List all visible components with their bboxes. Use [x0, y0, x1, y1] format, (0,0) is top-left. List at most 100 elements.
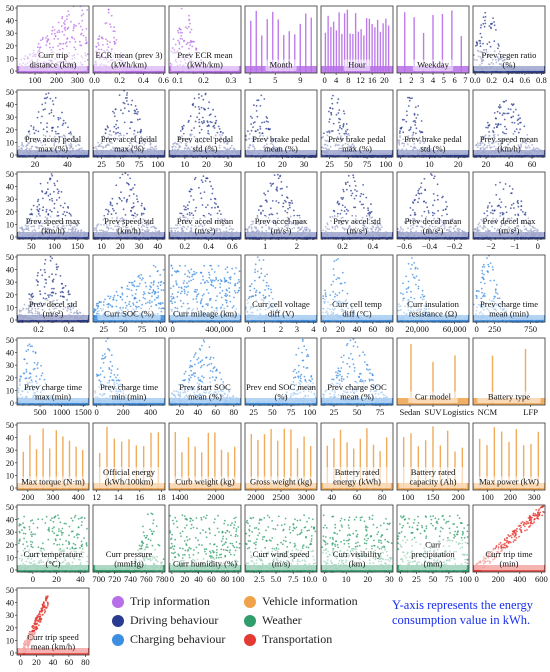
subplot-1-point — [53, 37, 56, 40]
subplot-12-point — [330, 97, 333, 100]
subplot-13-point — [408, 129, 411, 132]
subplot-13-point — [402, 131, 405, 134]
subplot-1-point — [58, 42, 61, 45]
subplot-13-xtick-label: 20 — [454, 159, 463, 169]
subplot-17-point — [220, 213, 222, 216]
subplot-14-label-line: (km/h) — [497, 144, 521, 154]
subplot-1-point — [63, 27, 66, 30]
subplot-15-point — [49, 209, 51, 212]
subplot-9-point — [104, 128, 107, 131]
subplot-14-point — [515, 128, 518, 131]
subplot-10-point — [188, 119, 190, 122]
subplot-8-ytick-label: 20 — [6, 126, 14, 135]
subplot-14-point — [512, 115, 515, 118]
subplot-9-point — [123, 107, 126, 110]
subplot-5-xtick-label: 8 — [346, 75, 350, 85]
subplot-14-point — [487, 126, 489, 129]
subplot-1-point — [61, 15, 64, 18]
subplot-1-point — [80, 33, 82, 36]
subplot-18-point — [281, 187, 283, 190]
subplot-1-point — [82, 34, 85, 37]
subplot-11-point — [247, 130, 249, 133]
subplot-8-point — [57, 118, 60, 121]
subplot-14-xtick-label: 20 — [482, 159, 491, 169]
subplot-1-point — [37, 42, 40, 45]
subplot-7-point — [484, 16, 487, 18]
subplot-1-xtick-label: 300 — [71, 75, 84, 85]
subplot-11-point — [256, 99, 258, 102]
subplot-8-point — [52, 103, 55, 106]
subplot-14-point — [512, 103, 515, 106]
subplot-2-point — [112, 30, 115, 32]
subplot-1-point — [75, 24, 77, 27]
subplot-2-point — [94, 71, 96, 73]
subplot-13-point — [408, 99, 411, 102]
subplot-16-point — [116, 202, 118, 205]
subplot-13-point — [420, 120, 423, 122]
subplot-1-point — [85, 28, 88, 30]
subplot-15-point — [45, 192, 48, 195]
subplot-10-point — [198, 93, 200, 96]
subplot-17-point — [214, 198, 217, 201]
subplot-7-point — [493, 21, 495, 23]
subplot-15-point — [60, 191, 63, 193]
subplot-14-point — [496, 124, 499, 127]
subplot-8-point — [64, 122, 67, 124]
subplot-1-point — [51, 33, 53, 35]
subplot-13-point — [443, 154, 446, 157]
subplot-16-point — [132, 193, 135, 195]
subplot-15-point — [49, 193, 52, 196]
subplot-10-point — [207, 130, 210, 132]
subplot-2-point — [101, 37, 104, 40]
subplot-11-label-line: mean (%) — [264, 144, 298, 154]
subplot-14-point — [499, 123, 502, 126]
subplot-12-point — [330, 113, 333, 116]
subplot-11-point — [261, 121, 263, 124]
subplot-7-point — [476, 41, 478, 44]
subplot-9-point — [131, 155, 133, 157]
subplot-17-point — [211, 206, 213, 209]
subplot-12-point — [346, 128, 349, 131]
subplot-14-point — [513, 130, 516, 133]
subplot-1-point — [86, 59, 89, 61]
subplot-9-xtick-label: 75 — [135, 159, 144, 169]
subplot-13-point — [401, 118, 404, 121]
subplot-9-xtick-label: 25 — [97, 159, 106, 169]
subplot-9-point — [118, 94, 121, 96]
subplot-14-point — [493, 112, 496, 114]
subplot-12-xtick-label: 25 — [325, 159, 334, 169]
subplot-8-point — [46, 130, 48, 133]
subplot-2-xtick-label: 0.6 — [158, 75, 169, 85]
subplot-12-point — [342, 110, 345, 112]
subplot-16-xtick-label: 30 — [135, 241, 144, 251]
subplot-14-point — [503, 112, 506, 115]
subplot-2-point — [113, 40, 116, 43]
subplot-1-point — [64, 23, 66, 26]
subplot-9-point — [115, 123, 117, 126]
subplot-7-point — [493, 24, 496, 27]
subplot-6-xtick-label: 6 — [452, 75, 457, 85]
subplot-8-point — [44, 108, 46, 110]
subplot-17-point — [206, 204, 209, 206]
subplot-17-point — [202, 175, 205, 178]
subplot-13-point — [432, 154, 435, 157]
subplot-10-point — [194, 106, 197, 108]
subplot-1-point — [57, 38, 59, 40]
subplot-16-point — [113, 209, 115, 212]
subplot-12-point — [328, 110, 330, 113]
subplot-7-point — [484, 11, 487, 14]
subplot-1-label-box — [19, 50, 87, 71]
subplot-8-point — [44, 102, 47, 104]
subplot-11-point — [250, 123, 253, 125]
subplot-1-point — [64, 42, 67, 45]
subplot-12-xtick-label: 100 — [379, 159, 392, 169]
subplot-3-point — [190, 28, 193, 31]
subplot-1-point — [61, 47, 64, 50]
subplot-2-point — [98, 48, 100, 51]
subplot-7-point — [492, 17, 494, 19]
subplot-11-point — [263, 98, 266, 100]
subplot-12-point — [330, 130, 333, 133]
subplot-17-point — [183, 208, 186, 211]
